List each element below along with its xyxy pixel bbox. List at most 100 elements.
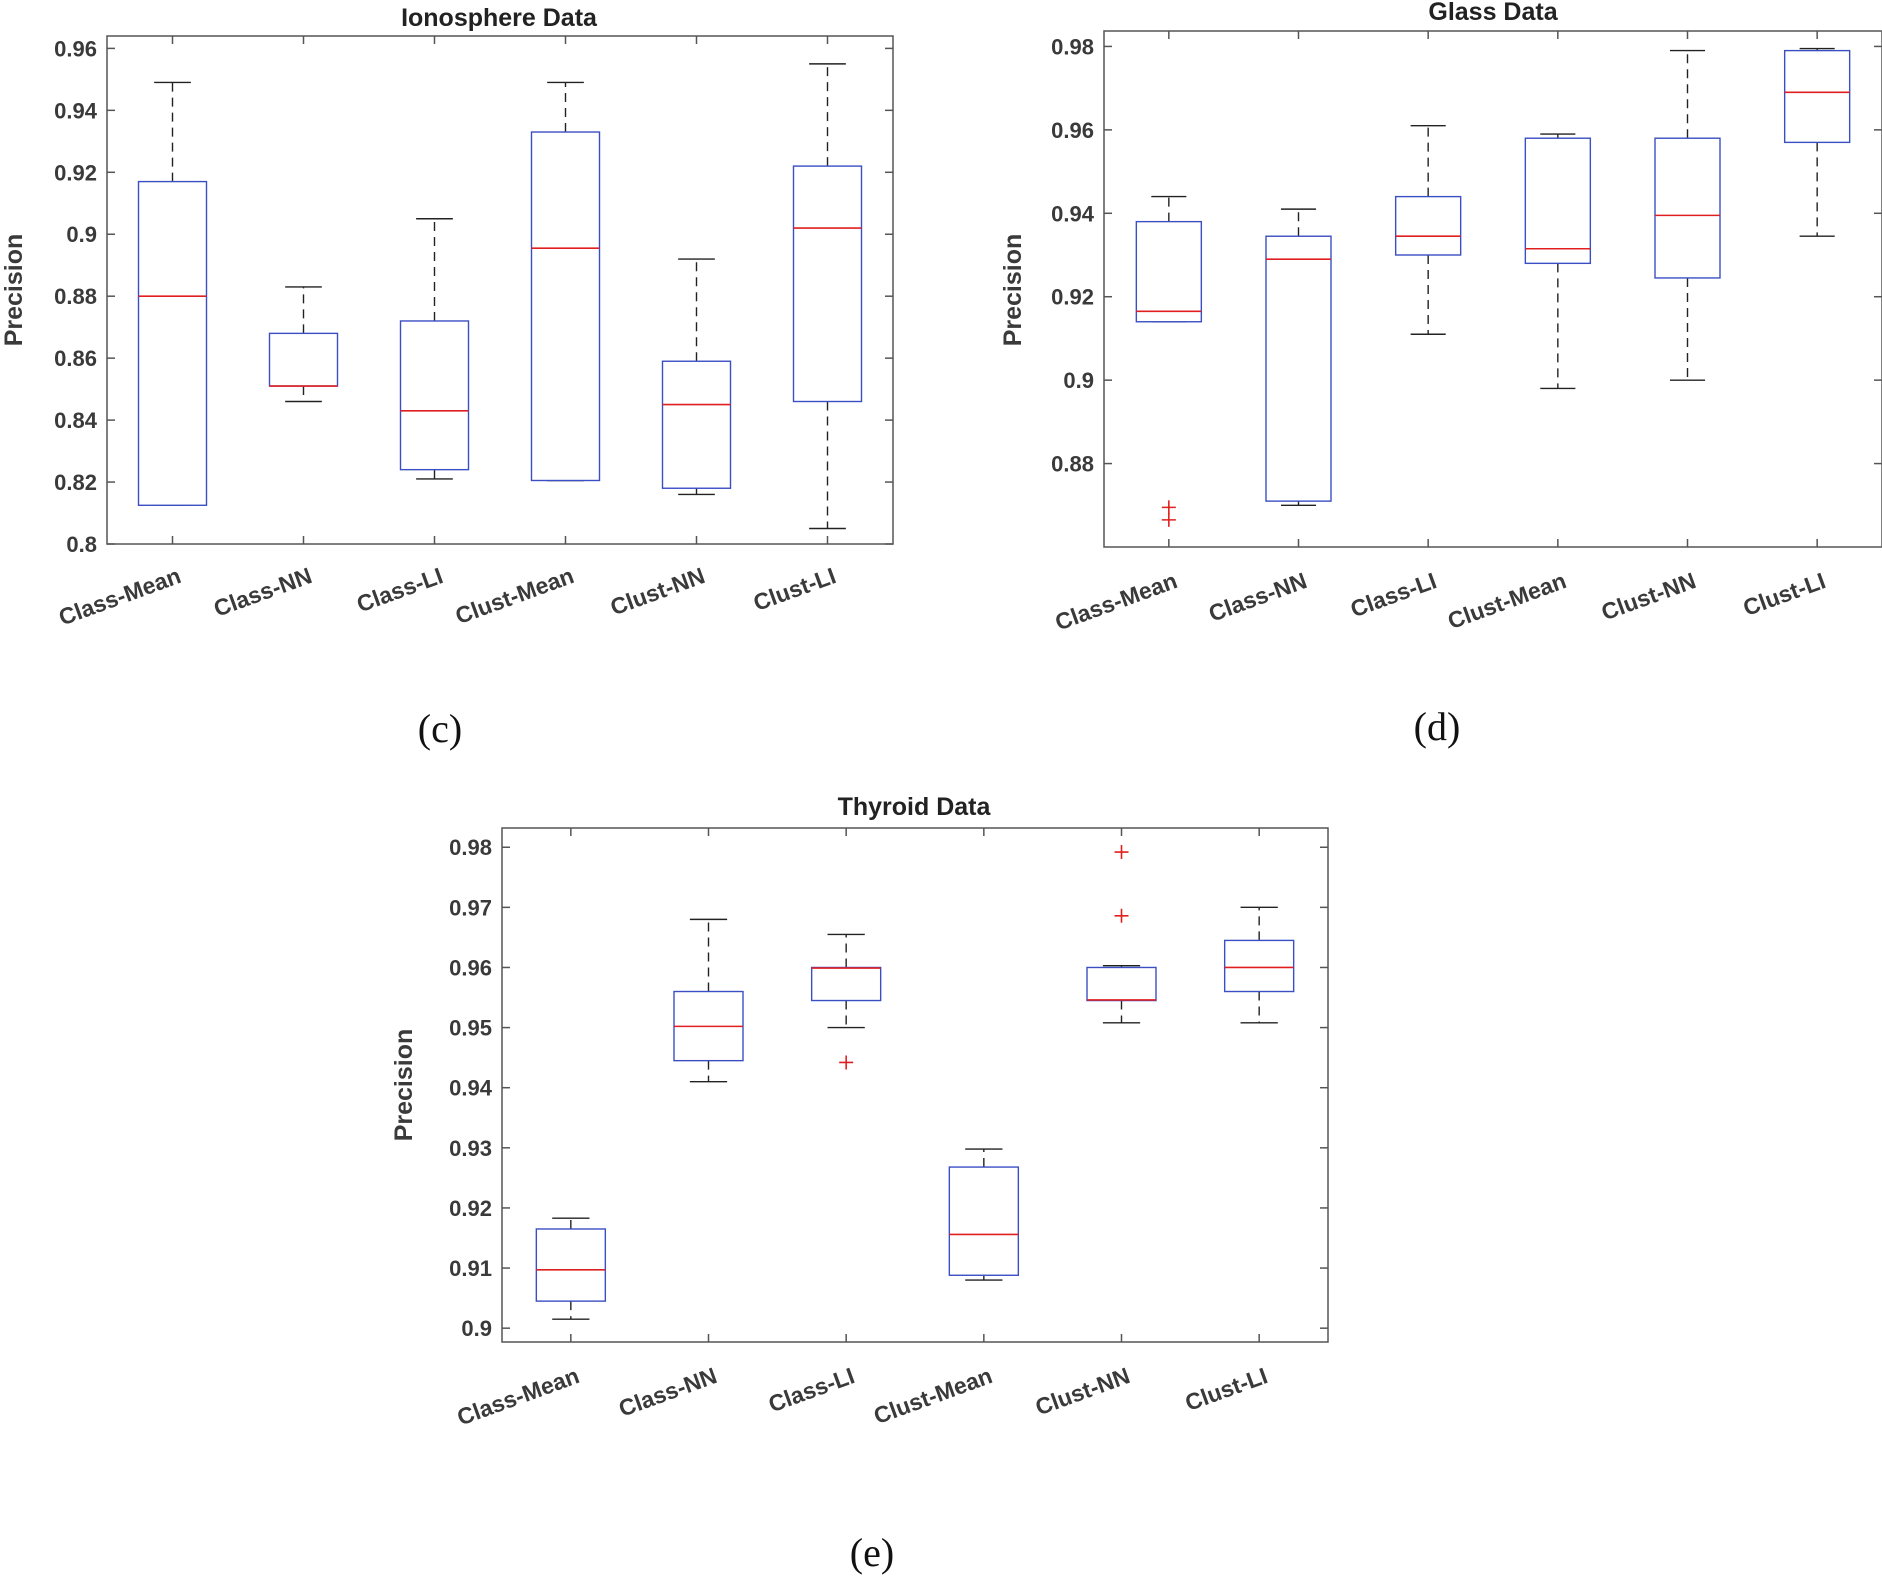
glass-ytick-label: 0.92 (1051, 285, 1094, 310)
thyroid-category-label: Clust-NN (1032, 1362, 1133, 1420)
glass-boxes (1135, 47, 1851, 527)
ionosphere-iqr-box (661, 360, 732, 489)
ionosphere-category-label: Class-LI (353, 562, 446, 617)
ionosphere-ytick-label: 0.84 (54, 408, 98, 433)
glass-iqr-box (1524, 137, 1592, 265)
ionosphere-box-class-li (399, 218, 470, 480)
thyroid-category-label: Class-NN (615, 1362, 720, 1421)
thyroid-iqr-box (535, 1228, 607, 1302)
glass-y-axis: 0.88 0.9 0.92 0.94 0.96 0.98 (1051, 34, 1882, 477)
glass-category-label: Clust-Mean (1444, 567, 1569, 634)
ionosphere-ytick-label: 0.9 (66, 222, 97, 247)
ionosphere-category-label: Clust-Mean (452, 562, 577, 629)
glass-category-label: Class-Mean (1052, 567, 1181, 635)
glass-box-clust-mean (1524, 133, 1592, 390)
thyroid-ytick-label: 0.91 (449, 1256, 492, 1281)
ionosphere-iqr-box (268, 332, 339, 387)
thyroid-category-label: Clust-Mean (870, 1362, 995, 1429)
thyroid-ytick-label: 0.92 (449, 1196, 492, 1221)
glass-panel: Glass Data Precision 0.88 0.9 0.92 0.94 0.96… (999, 0, 1882, 749)
ionosphere-category-label: Clust-LI (750, 562, 839, 616)
glass-category-label: Clust-NN (1598, 567, 1699, 625)
thyroid-outlier-marker (1114, 845, 1129, 860)
thyroid-ylabel: Precision (390, 1029, 418, 1142)
glass-category-label: Clust-LI (1740, 567, 1829, 621)
ionosphere-title: Ionosphere Data (401, 4, 598, 32)
glass-title: Glass Data (1428, 0, 1558, 26)
glass-category-label: Class-LI (1347, 567, 1440, 622)
thyroid-ytick-label: 0.97 (449, 895, 492, 920)
ionosphere-category-label: Class-Mean (55, 562, 184, 630)
ionosphere-iqr-box (399, 320, 470, 471)
glass-ytick-label: 0.88 (1051, 452, 1094, 477)
glass-ytick-label: 0.94 (1051, 201, 1095, 226)
glass-ytick-label: 0.9 (1063, 368, 1094, 393)
thyroid-category-label: Class-LI (765, 1362, 858, 1417)
glass-iqr-box (1394, 195, 1462, 256)
thyroid-ytick-label: 0.96 (449, 955, 492, 980)
glass-iqr-box (1265, 235, 1332, 502)
thyroid-ytick-label: 0.95 (449, 1016, 492, 1041)
glass-box-class-li (1394, 124, 1462, 335)
thyroid-box-class-nn (673, 918, 744, 1083)
thyroid-plot-area (501, 827, 1329, 1343)
thyroid-box-clust-nn (1086, 845, 1157, 1024)
ionosphere-ytick-label: 0.86 (54, 346, 97, 371)
thyroid-panel: Thyroid Data Precision 0.90.910.920.930.… (390, 793, 1329, 1575)
glass-ylabel: Precision (999, 234, 1027, 347)
thyroid-ytick-label: 0.93 (449, 1136, 492, 1161)
glass-outlier-marker (1161, 512, 1176, 527)
ionosphere-ytick-label: 0.88 (54, 284, 97, 309)
ionosphere-ylabel: Precision (0, 234, 28, 347)
thyroid-boxes (535, 845, 1295, 1320)
ionosphere-boxes (137, 63, 863, 530)
thyroid-box-class-mean (535, 1217, 607, 1320)
ionosphere-caption: (c) (418, 706, 462, 751)
glass-outlier-marker (1161, 500, 1176, 515)
glass-ytick-label: 0.96 (1051, 118, 1094, 143)
thyroid-ytick-label: 0.98 (449, 835, 492, 860)
ionosphere-box-class-mean (137, 81, 208, 506)
glass-category-label: Class-NN (1205, 567, 1310, 626)
ionosphere-iqr-box (137, 180, 208, 506)
ionosphere-plot-area (106, 35, 894, 545)
thyroid-ytick-label: 0.9 (461, 1316, 492, 1341)
ionosphere-ytick-label: 0.94 (54, 98, 98, 123)
thyroid-category-label: Clust-LI (1182, 1362, 1271, 1416)
ionosphere-box-clust-li (792, 63, 863, 530)
glass-ytick-label: 0.98 (1051, 34, 1094, 59)
ionosphere-y-axis: 0.8 0.82 0.84 0.86 0.88 0.9 0.92 0.94 0.96 (54, 36, 893, 557)
thyroid-title: Thyroid Data (838, 793, 992, 821)
thyroid-box-clust-li (1223, 906, 1295, 1024)
thyroid-iqr-box (1223, 939, 1295, 993)
glass-iqr-box (1135, 220, 1203, 323)
thyroid-iqr-box (1086, 966, 1157, 1002)
thyroid-ytick-label: 0.94 (449, 1076, 493, 1101)
ionosphere-ytick-label: 0.82 (54, 470, 97, 495)
thyroid-box-class-li (810, 933, 882, 1070)
ionosphere-box-clust-nn (661, 258, 732, 496)
ionosphere-box-clust-mean (530, 81, 601, 482)
glass-box-clust-nn (1654, 49, 1721, 381)
thyroid-iqr-box (810, 966, 882, 1002)
thyroid-iqr-box (948, 1166, 1020, 1276)
ionosphere-box-class-nn (268, 286, 339, 403)
ionosphere-ytick-label: 0.96 (54, 36, 97, 61)
ionosphere-iqr-box (530, 131, 601, 482)
thyroid-box-clust-mean (948, 1148, 1020, 1281)
glass-box-class-nn (1265, 208, 1332, 506)
glass-iqr-box (1654, 137, 1721, 279)
ionosphere-iqr-box (792, 165, 863, 403)
glass-box-class-mean (1135, 195, 1203, 527)
ionosphere-category-label: Class-NN (210, 562, 315, 621)
thyroid-caption: (e) (850, 1530, 894, 1575)
ionosphere-panel: Ionosphere Data Precision 0.80.820.840.8… (0, 4, 894, 751)
glass-plot-area (1103, 30, 1882, 548)
ionosphere-ytick-label: 0.92 (54, 160, 97, 185)
thyroid-outlier-marker (839, 1055, 854, 1070)
ionosphere-category-label: Clust-NN (607, 562, 708, 620)
thyroid-category-label: Class-Mean (454, 1362, 583, 1430)
thyroid-y-axis: 0.9 0.91 0.92 0.93 0.94 0.95 0.96 0.97 0.98 (449, 835, 1328, 1341)
glass-box-clust-li (1783, 47, 1851, 237)
